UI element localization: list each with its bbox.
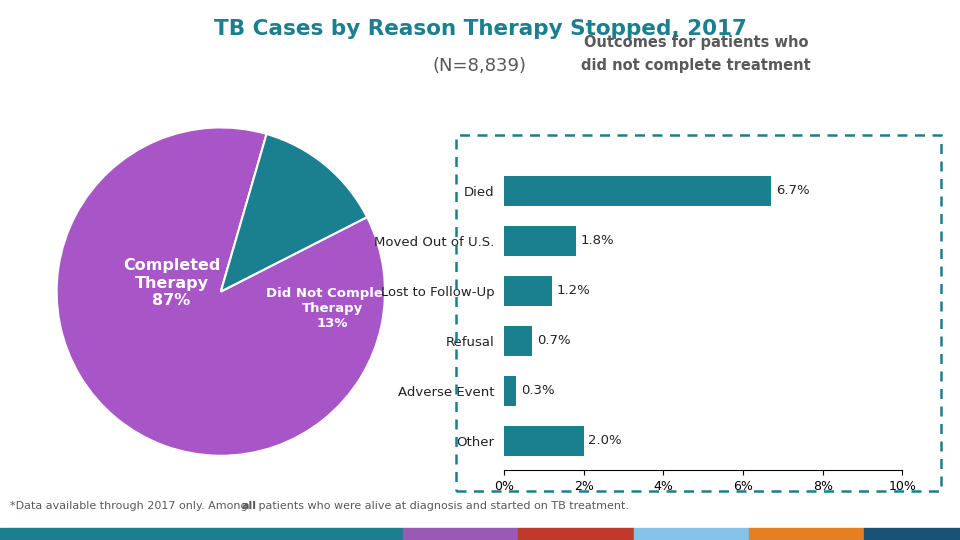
- Text: patients who were alive at diagnosis and started on TB treatment.: patients who were alive at diagnosis and…: [255, 501, 630, 511]
- Text: 0.7%: 0.7%: [537, 334, 570, 347]
- Text: 0.3%: 0.3%: [520, 384, 554, 397]
- Text: 2.0%: 2.0%: [588, 434, 622, 447]
- Bar: [504, 426, 584, 456]
- Text: TB Cases by Reason Therapy Stopped, 2017: TB Cases by Reason Therapy Stopped, 2017: [213, 19, 747, 39]
- Wedge shape: [221, 134, 367, 292]
- Bar: [504, 376, 516, 406]
- Wedge shape: [57, 127, 385, 456]
- Text: did not complete treatment: did not complete treatment: [581, 58, 811, 73]
- Text: Completed
Therapy
87%: Completed Therapy 87%: [123, 259, 220, 308]
- Text: Did Not Complete
Therapy
13%: Did Not Complete Therapy 13%: [266, 287, 398, 329]
- Text: Outcomes for patients who: Outcomes for patients who: [584, 35, 808, 50]
- Text: 6.7%: 6.7%: [776, 185, 809, 198]
- Bar: [504, 176, 771, 206]
- Bar: [504, 326, 532, 356]
- Bar: [504, 226, 576, 256]
- Bar: [504, 276, 552, 306]
- Text: *Data available through 2017 only. Among: *Data available through 2017 only. Among: [10, 501, 251, 511]
- Text: 1.8%: 1.8%: [581, 234, 614, 247]
- Text: all: all: [242, 501, 257, 511]
- Text: 1.2%: 1.2%: [557, 285, 590, 298]
- Text: (N=8,839): (N=8,839): [433, 57, 527, 75]
